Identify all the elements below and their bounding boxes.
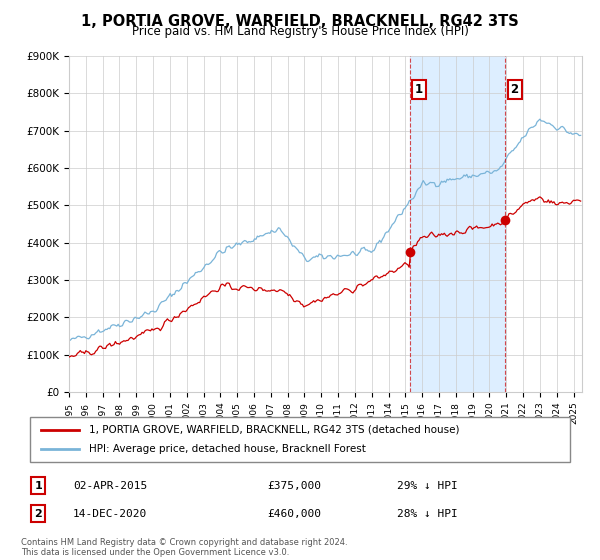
Text: HPI: Average price, detached house, Bracknell Forest: HPI: Average price, detached house, Brac…	[89, 445, 366, 455]
Text: 29% ↓ HPI: 29% ↓ HPI	[397, 481, 458, 491]
Text: 1, PORTIA GROVE, WARFIELD, BRACKNELL, RG42 3TS: 1, PORTIA GROVE, WARFIELD, BRACKNELL, RG…	[81, 14, 519, 29]
Text: Contains HM Land Registry data © Crown copyright and database right 2024.
This d: Contains HM Land Registry data © Crown c…	[21, 538, 347, 557]
Text: 1, PORTIA GROVE, WARFIELD, BRACKNELL, RG42 3TS (detached house): 1, PORTIA GROVE, WARFIELD, BRACKNELL, RG…	[89, 424, 460, 435]
Text: £375,000: £375,000	[268, 481, 322, 491]
Bar	[565, 56, 582, 392]
Text: 2: 2	[511, 83, 518, 96]
Text: 02-APR-2015: 02-APR-2015	[73, 481, 148, 491]
Text: 1: 1	[34, 481, 42, 491]
Text: £460,000: £460,000	[268, 509, 322, 519]
Text: 14-DEC-2020: 14-DEC-2020	[73, 509, 148, 519]
Text: 2: 2	[34, 509, 42, 519]
Bar	[410, 56, 505, 392]
Text: Price paid vs. HM Land Registry's House Price Index (HPI): Price paid vs. HM Land Registry's House …	[131, 25, 469, 38]
Text: 1: 1	[415, 83, 423, 96]
Text: 28% ↓ HPI: 28% ↓ HPI	[397, 509, 458, 519]
FancyBboxPatch shape	[30, 417, 570, 462]
